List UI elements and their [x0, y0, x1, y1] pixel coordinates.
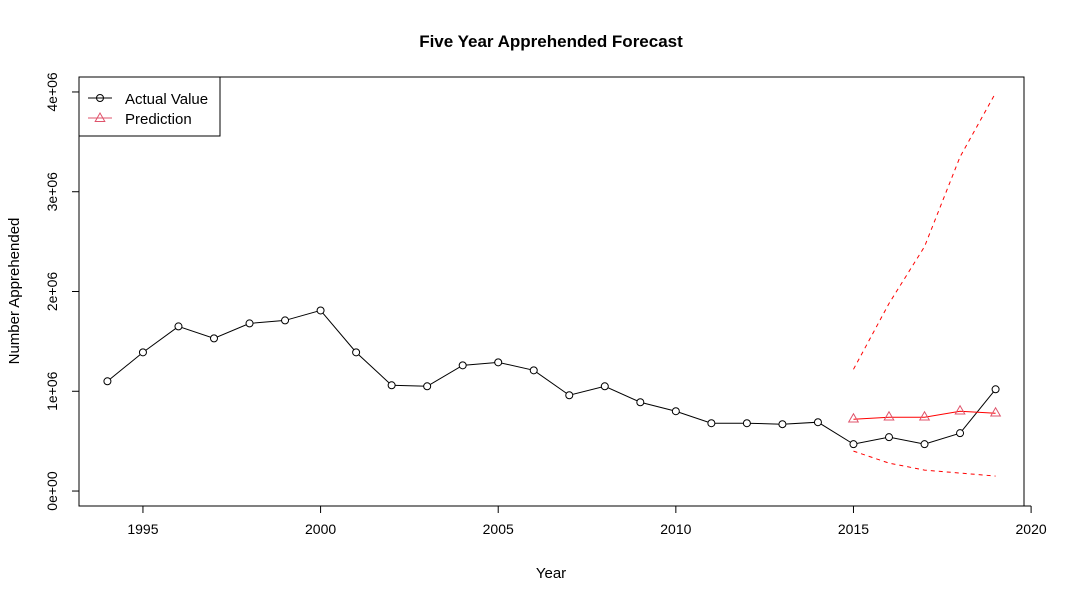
actual-value-point — [458, 361, 467, 370]
actual-value-point — [885, 433, 893, 442]
actual-value-point — [245, 319, 254, 328]
actual-value-point — [352, 348, 361, 357]
actual-value-point — [529, 366, 538, 375]
y-tick-label: 4e+06 — [44, 72, 60, 112]
upper-interval-line — [853, 92, 997, 370]
plot-frame — [78, 76, 1025, 507]
prediction-line — [853, 410, 996, 420]
actual-value-point — [387, 381, 396, 390]
actual-value-point — [174, 322, 183, 331]
legend-label-actual: Actual Value — [125, 91, 208, 108]
legend-box — [78, 76, 221, 137]
actual-value-point — [920, 440, 929, 449]
prediction-point — [918, 410, 931, 421]
legend-label-prediction: Prediction — [125, 111, 192, 128]
x-tick-label: 1995 — [127, 521, 158, 537]
actual-value-line — [107, 309, 996, 445]
x-axis-label: Year — [536, 565, 566, 582]
x-tick-label: 2020 — [1016, 521, 1047, 537]
y-tick-label: 1e+06 — [44, 371, 60, 411]
x-tick-label: 2015 — [838, 521, 869, 537]
actual-value-point — [849, 440, 858, 449]
actual-value-point — [742, 419, 751, 428]
legend: Actual Value Prediction — [78, 76, 221, 137]
series-group — [103, 306, 1002, 449]
actual-value-point — [956, 429, 965, 438]
y-tick-label: 3e+06 — [44, 172, 60, 212]
y-axis-label: Number Apprehended — [6, 218, 23, 365]
chart-title: Five Year Apprehended Forecast — [419, 32, 683, 51]
y-axis: 0e+00 1e+06 2e+06 3e+06 4e+06 — [44, 72, 80, 511]
y-tick-label: 2e+06 — [44, 272, 60, 312]
actual-value-point — [707, 419, 716, 428]
actual-value-point — [494, 358, 503, 367]
lower-interval-line — [853, 450, 996, 477]
x-tick-label: 2000 — [305, 521, 336, 537]
y-tick-label: 0e+00 — [44, 471, 60, 511]
actual-value-point — [565, 391, 574, 400]
actual-value-point — [671, 407, 680, 416]
prediction-point — [847, 412, 860, 423]
actual-value-point — [636, 398, 645, 407]
legend-marker-actual — [96, 94, 104, 102]
actual-value-point — [103, 377, 112, 386]
x-tick-label: 2010 — [660, 521, 691, 537]
x-axis: 1995 2000 2005 2010 2015 2020 — [127, 505, 1047, 537]
actual-value-point — [991, 385, 1000, 394]
prediction-point — [954, 404, 966, 415]
x-tick-label: 2005 — [483, 521, 514, 537]
actual-value-point — [316, 306, 325, 315]
actual-value-point — [423, 382, 432, 391]
actual-value-point — [778, 420, 787, 429]
prediction-intervals — [853, 92, 997, 477]
prediction-point — [989, 406, 1002, 417]
prediction-point — [883, 410, 895, 421]
actual-value-point — [281, 316, 290, 325]
actual-value-point — [138, 348, 147, 357]
legend-marker-prediction — [94, 111, 106, 122]
actual-value-point — [210, 334, 218, 343]
actual-value-point — [813, 418, 822, 427]
actual-value-point — [600, 382, 609, 391]
